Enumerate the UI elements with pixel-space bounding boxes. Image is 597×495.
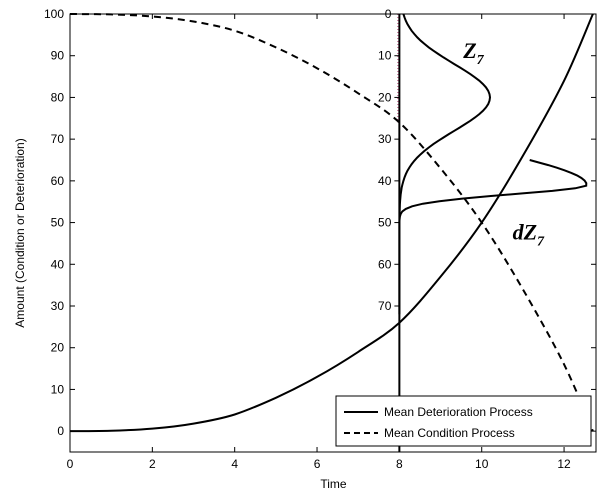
y-tick-label: 60: [51, 174, 65, 188]
inset-tick-label: 50: [378, 216, 392, 230]
legend-entry-deterioration: Mean Deterioration Process: [384, 405, 533, 419]
dz7-subscript: 7: [537, 234, 545, 249]
dz7-main: dZ: [513, 219, 537, 244]
z7-annotation: Z7: [462, 38, 484, 68]
series-layer: [69, 13, 594, 433]
y-tick-label: 30: [51, 299, 65, 313]
inset-tick-label: 0: [385, 7, 392, 21]
inset-tick-label: 70: [378, 299, 392, 313]
z7-subscript: 7: [477, 53, 485, 68]
plot-frame: [69, 13, 597, 453]
y-tick-label: 70: [51, 132, 65, 146]
x-tick-label: 2: [149, 457, 156, 471]
density-curves: [398, 13, 588, 315]
x-axis-label: Time: [320, 477, 347, 491]
dz7-annotation: dZ7: [513, 219, 545, 249]
plot-area: [69, 13, 597, 453]
y-tick-label: 0: [57, 424, 64, 438]
y-tick-label: 90: [51, 49, 65, 63]
inset-tick-label: 10: [378, 49, 392, 63]
inset-tick-label: 40: [378, 174, 392, 188]
inset-tick-label: 30: [378, 132, 392, 146]
x-tick-label: 10: [475, 457, 489, 471]
x-tick-label: 4: [231, 457, 238, 471]
y-tick-label: 50: [51, 216, 65, 230]
dz7-density-curve: [398, 159, 588, 315]
y-tick-label: 80: [51, 90, 65, 104]
inset-axis: 0 10 20 30 40 50 60 70: [378, 7, 401, 452]
y-tick-label: 10: [51, 382, 65, 396]
y-tick-label: 40: [51, 257, 65, 271]
x-tick-label: 6: [314, 457, 321, 471]
y-tick-label: 100: [44, 7, 64, 21]
x-axis: 0 2 4 6 8 10 12: [67, 14, 571, 471]
legend-box: [335, 395, 592, 447]
series-line-condition: [69, 13, 594, 432]
y-tick-label: 20: [51, 341, 65, 355]
z7-main: Z: [462, 38, 476, 63]
y-axis-label: Amount (Condition or Deterioration): [13, 138, 27, 327]
x-tick-label: 12: [557, 457, 571, 471]
x-tick-label: 8: [396, 457, 403, 471]
legend: Mean Deterioration Process Mean Conditio…: [335, 395, 592, 447]
inset-tick-label: 60: [378, 257, 392, 271]
series-line-deterioration: [69, 13, 594, 433]
x-tick-label: 0: [67, 457, 74, 471]
inset-tick-label: 20: [378, 90, 392, 104]
legend-entry-condition: Mean Condition Process: [384, 426, 515, 440]
z7-density-curve: [398, 13, 492, 215]
